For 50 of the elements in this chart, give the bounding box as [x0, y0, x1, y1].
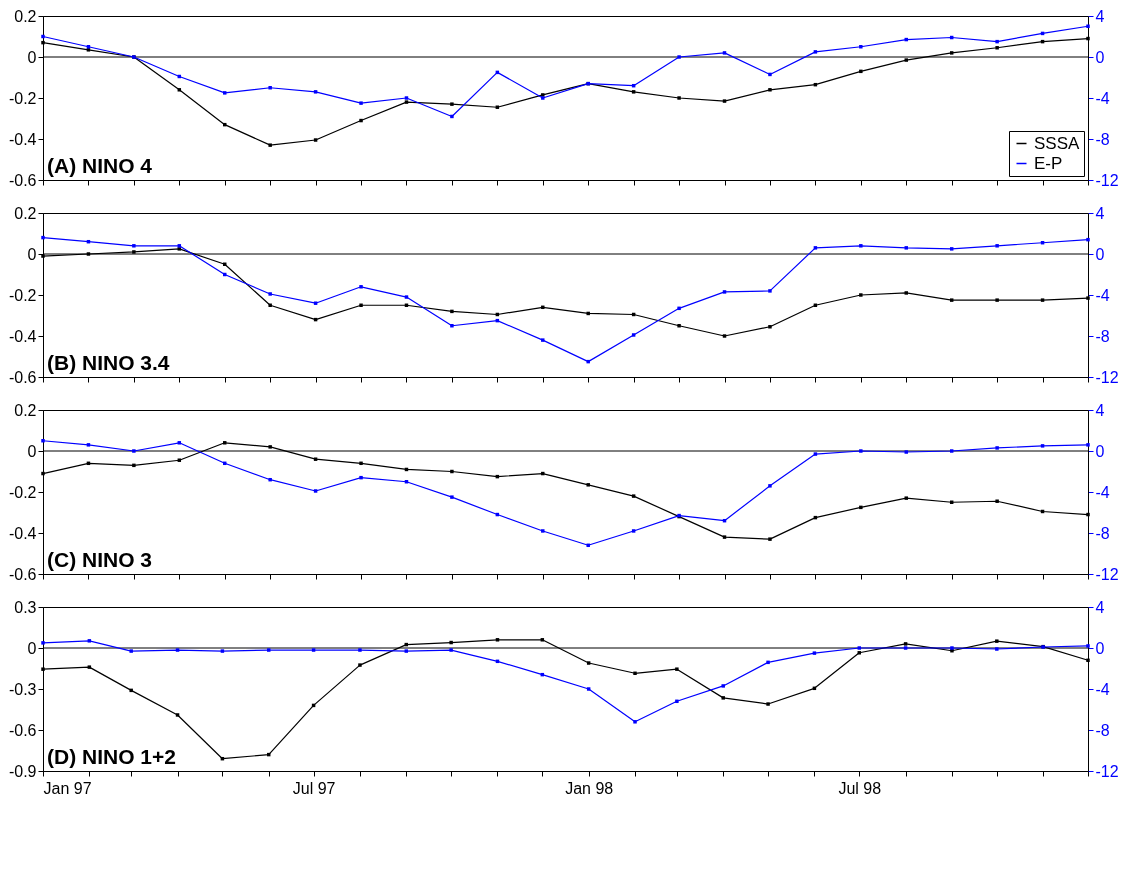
x-tick-label: Jan 98 — [565, 779, 614, 797]
text: (D) NINO 1+2 — [47, 745, 176, 768]
y2-tick-label: 0 — [1095, 442, 1105, 460]
x-tick-label: Jul 98 — [838, 779, 882, 797]
y-tick-label: -0.4 — [8, 130, 37, 148]
y2-tick-label: 0 — [1095, 245, 1105, 263]
y2-tick-label: -12 — [1095, 565, 1119, 583]
y2-tick-label: 4 — [1095, 204, 1105, 222]
y2-tick-label: -8 — [1095, 130, 1110, 148]
y2-tick-label: -12 — [1095, 368, 1119, 386]
y-tick-label: 0.2 — [14, 204, 37, 222]
y2-tick-label: 4 — [1095, 598, 1105, 616]
legend-label: SSSA — [1034, 133, 1081, 153]
y2-tick-label: -4 — [1095, 286, 1110, 304]
y2-tick-label: 0 — [1095, 48, 1105, 66]
y-tick-label: -0.2 — [8, 286, 37, 304]
y2-tick-label: -12 — [1095, 762, 1119, 780]
y-tick-label: 0 — [27, 442, 37, 460]
y-tick-label: 0 — [27, 48, 37, 66]
y2-tick-label: -4 — [1095, 483, 1110, 501]
y-tick-label: -0.4 — [8, 524, 37, 542]
text: (B) NINO 3.4 — [47, 351, 170, 374]
y-tick-label: -0.6 — [8, 721, 37, 739]
y2-tick-label: -8 — [1095, 327, 1110, 345]
y-tick-label: 0 — [27, 245, 37, 263]
legend-label: E-P — [1034, 153, 1063, 173]
y-tick-label: -0.6 — [8, 171, 37, 189]
y-tick-label: 0.2 — [14, 7, 37, 25]
y-tick-label: -0.4 — [8, 327, 37, 345]
y-tick-label: -0.2 — [8, 483, 37, 501]
y-tick-label: -0.9 — [8, 762, 37, 780]
y-tick-label: 0 — [27, 639, 37, 657]
y2-tick-label: 0 — [1095, 639, 1105, 657]
text: (A) NINO 4 — [47, 154, 153, 177]
text: (C) NINO 3 — [47, 548, 152, 571]
y2-tick-label: 4 — [1095, 401, 1105, 419]
y2-tick-label: -8 — [1095, 524, 1110, 542]
y-tick-label: 0.2 — [14, 401, 37, 419]
y2-tick-label: -4 — [1095, 89, 1110, 107]
y2-tick-label: 4 — [1095, 7, 1105, 25]
x-tick-label: Jul 97 — [292, 779, 336, 797]
y-tick-label: -0.3 — [8, 680, 37, 698]
y-tick-label: -0.6 — [8, 368, 37, 386]
y-tick-label: -0.6 — [8, 565, 37, 583]
x-tick-label: Jan 97 — [43, 779, 92, 797]
y-tick-label: 0.3 — [14, 598, 37, 616]
y2-tick-label: -8 — [1095, 721, 1110, 739]
y2-tick-label: -4 — [1095, 680, 1110, 698]
y-tick-label: -0.2 — [8, 89, 37, 107]
y2-tick-label: -12 — [1095, 171, 1119, 189]
